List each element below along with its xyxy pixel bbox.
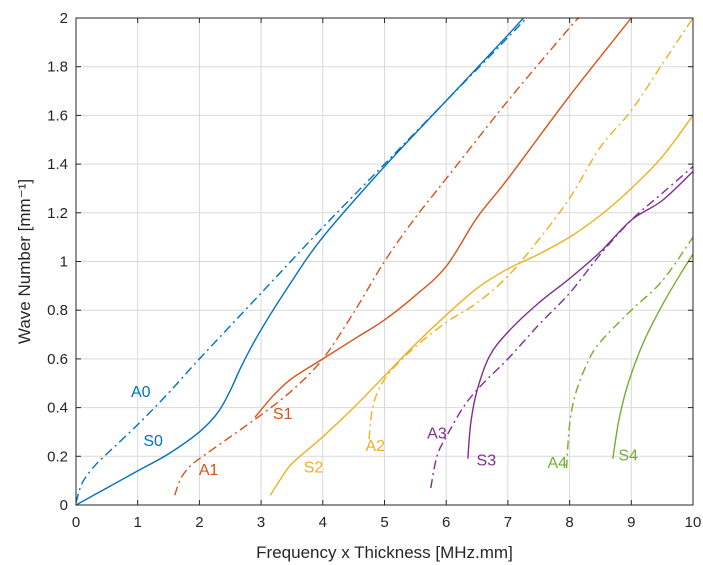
label-s3: S3 [477, 452, 497, 469]
label-s0: S0 [143, 433, 163, 450]
y-tick-label: 0.6 [47, 351, 68, 368]
curve-a0 [76, 18, 527, 503]
curve-s1 [254, 18, 632, 418]
label-a0: A0 [131, 384, 151, 401]
x-tick-label: 6 [442, 514, 450, 531]
label-s1: S1 [273, 406, 293, 423]
x-axis-title: Frequency x Thickness [MHz.mm] [256, 543, 513, 562]
x-tick-label: 0 [72, 514, 80, 531]
curve-a3 [430, 166, 693, 489]
curve-labels: A0 S0 A1 S1 A2 S2 A3 S3 A4 S4 [131, 384, 638, 479]
label-a4: A4 [547, 455, 567, 472]
curve-a1 [174, 18, 580, 496]
curve-s2 [269, 114, 693, 496]
curve-s0 [76, 18, 524, 505]
x-tick-label: 10 [685, 514, 702, 531]
curve-s3 [467, 170, 693, 459]
x-tick-label: 9 [627, 514, 635, 531]
y-tick-label: 0.4 [47, 400, 68, 417]
y-tick-label: 1 [60, 254, 68, 271]
y-axis-title: Wave Number [mm⁻¹] [15, 179, 34, 344]
ticks: 0 1 2 3 4 5 6 7 8 9 10 0 0.2 0.4 0.6 0.8 1 1.2 1.4 1.6 1.8 2 [47, 10, 701, 531]
curves [76, 18, 693, 505]
label-a3: A3 [427, 426, 447, 443]
y-tick-label: 0.8 [47, 302, 68, 319]
y-tick-label: 2 [60, 10, 68, 27]
label-s4: S4 [618, 448, 638, 465]
y-tick-label: 0.2 [47, 448, 68, 465]
curve-a4 [565, 236, 693, 469]
curve-s4 [612, 253, 693, 459]
x-tick-label: 7 [504, 514, 512, 531]
label-a2: A2 [365, 438, 385, 455]
y-tick-label: 0 [60, 497, 68, 514]
y-tick-label: 1.8 [47, 59, 68, 76]
x-tick-label: 5 [380, 514, 388, 531]
x-tick-label: 1 [134, 514, 142, 531]
label-a1: A1 [199, 462, 219, 479]
curve-a2 [368, 18, 693, 440]
y-tick-label: 1.6 [47, 107, 68, 124]
y-tick-label: 1.4 [47, 156, 68, 173]
label-s2: S2 [304, 460, 324, 477]
x-tick-label: 8 [565, 514, 573, 531]
y-tick-label: 1.2 [47, 205, 68, 222]
grid [76, 18, 693, 505]
x-tick-label: 3 [257, 514, 265, 531]
x-tick-label: 4 [319, 514, 327, 531]
x-tick-label: 2 [195, 514, 203, 531]
